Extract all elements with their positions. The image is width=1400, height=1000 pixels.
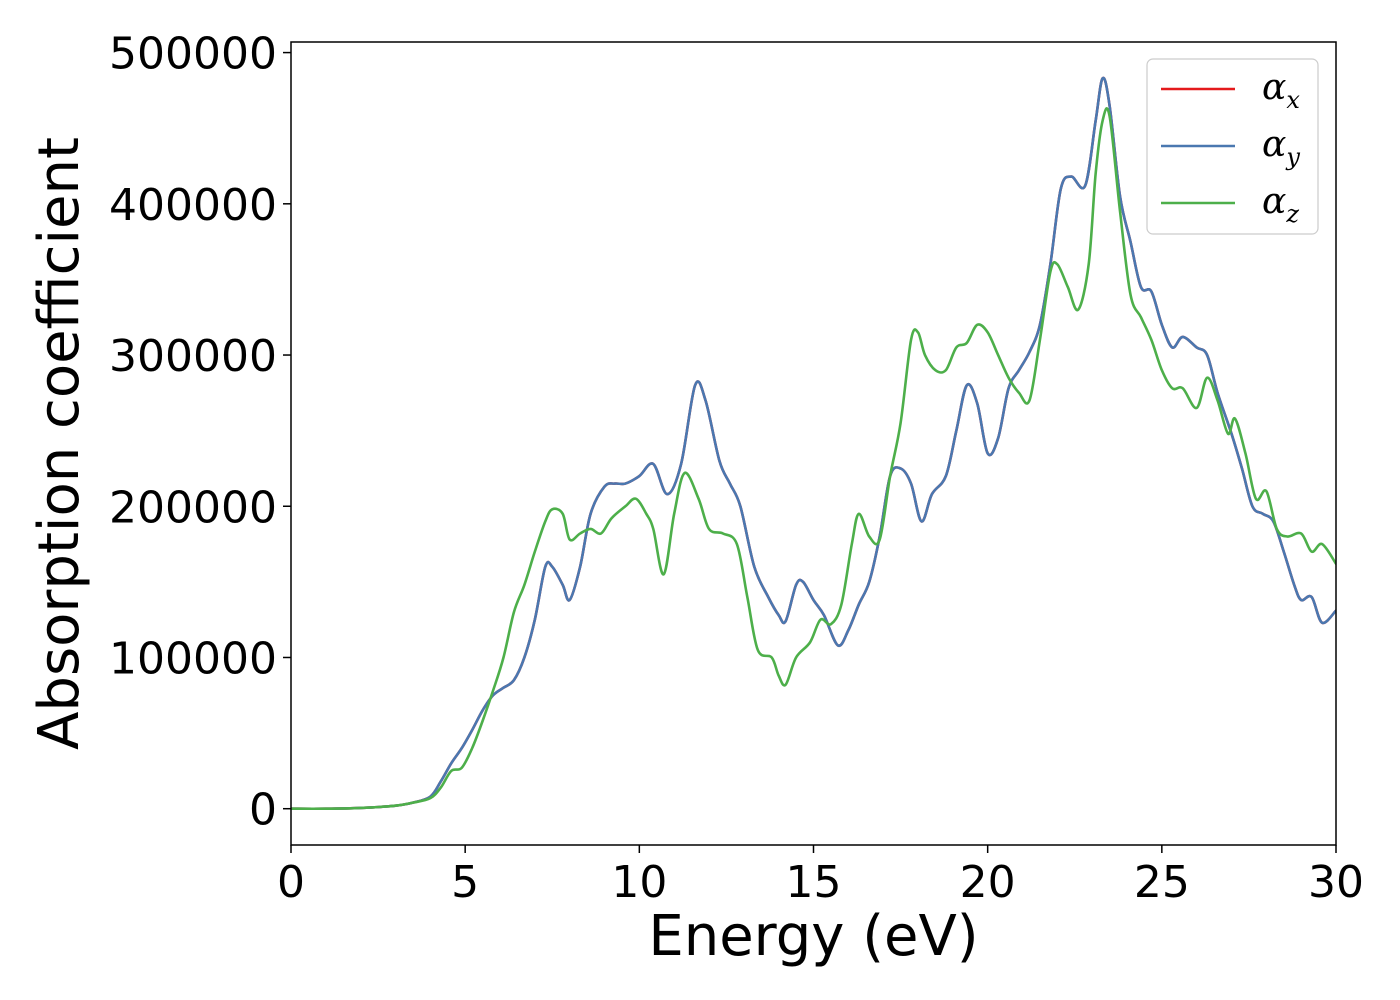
y-tick-label: 500000 [109,29,277,80]
legend-label-alpha-y: αy [1262,124,1300,171]
x-axis: 0 5 10 15 20 25 30 [277,845,1364,908]
x-tick-label: 5 [451,857,479,908]
y-tick-label: 0 [249,785,277,836]
x-tick-label: 15 [786,857,842,908]
legend-label-alpha-x: αx [1262,67,1300,114]
y-tick-label: 400000 [109,180,277,231]
y-tick-label: 300000 [109,331,277,382]
x-tick-label: 30 [1308,857,1364,908]
y-tick-label: 200000 [109,482,277,533]
series-line-alpha-y [291,76,1336,811]
y-tick-label: 100000 [109,633,277,684]
series-line-alpha-z [291,107,1336,811]
x-tick-label: 25 [1134,857,1190,908]
x-tick-label: 10 [611,857,667,908]
y-axis-title: Absorption coefficient [27,137,92,750]
x-tick-label: 0 [277,857,305,908]
legend-label-alpha-z: αz [1262,181,1299,228]
legend: αx αy αz [1146,58,1319,235]
x-tick-label: 20 [960,857,1016,908]
y-axis: 0 100000 200000 300000 400000 500000 [109,29,291,836]
x-axis-title: Energy (eV) [648,904,978,969]
series-layer [291,76,1336,811]
